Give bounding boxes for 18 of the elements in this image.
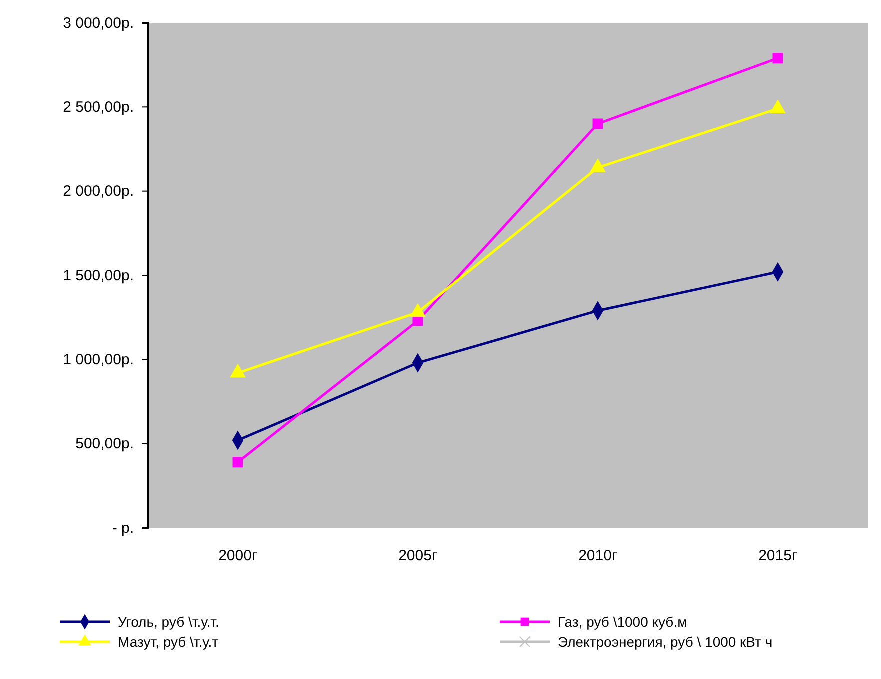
y-tick-label: 2 000,00р. — [63, 183, 134, 200]
legend-label: Электроэнергия, руб \ 1000 кВт ч — [558, 634, 773, 650]
x-tick-label: 2015г — [758, 548, 798, 565]
legend-label: Мазут, руб \т.у.т — [118, 634, 220, 650]
y-tick-label: 500,00р. — [76, 436, 134, 453]
y-tick-label: - р. — [112, 520, 134, 537]
point — [772, 53, 784, 64]
x-tick-label: 2000г — [218, 548, 258, 565]
y-tick-label: 3 000,00р. — [63, 14, 134, 32]
point — [592, 118, 604, 130]
point — [232, 457, 244, 468]
y-tick-label: 2 500,00р. — [63, 98, 134, 116]
legend-label: Газ, руб \1000 куб.м — [558, 614, 688, 630]
x-tick-label: 2005г — [398, 548, 438, 565]
y-tick-label: 1 500,00р. — [63, 267, 134, 284]
y-tick-label: 1 000,00р. — [63, 351, 134, 368]
legend-label: Уголь, руб \т.у.т. — [118, 614, 220, 630]
x-tick-label: 2010г — [578, 548, 618, 565]
